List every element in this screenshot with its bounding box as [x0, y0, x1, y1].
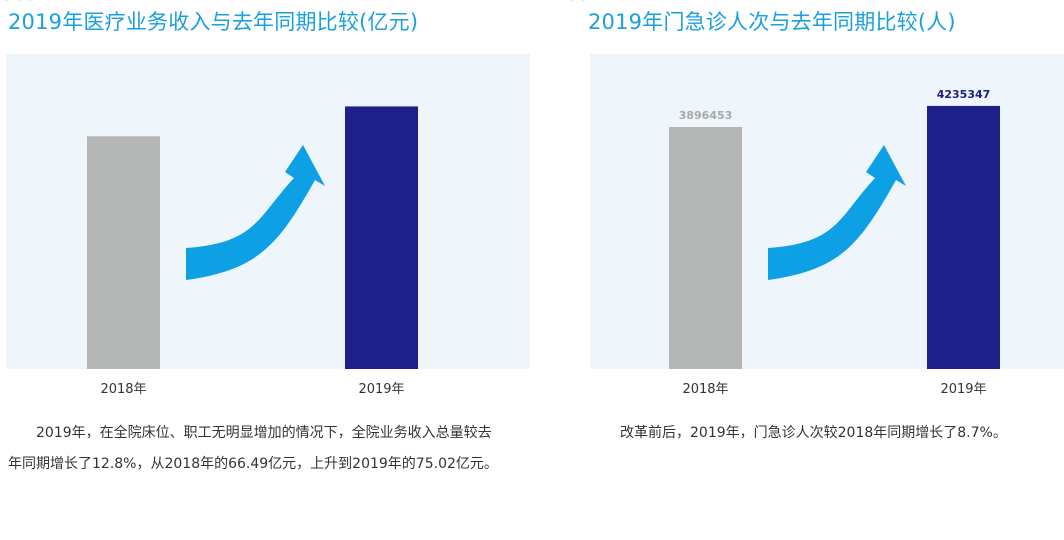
bar-2019 — [345, 106, 418, 370]
bar-2018 — [669, 126, 742, 370]
growth-arrow-icon — [186, 145, 325, 280]
visits-chart-panel: 2019年门急诊人次与去年同期比较(人) 3896453 2018年 4235347… — [560, 0, 1064, 540]
revenue-chart-title: 2019年医疗业务收入与去年同期比较(亿元) — [8, 10, 419, 34]
x-tick-label: 2019年 — [358, 382, 404, 397]
bar-2018 — [87, 136, 160, 369]
visits-bar-chart: 3896453 2018年 4235347 2019年 8.7% — [560, 0, 1064, 397]
growth-rate-label: 8.7% — [560, 0, 588, 6]
growth-rate-label: 12.8% — [0, 0, 35, 6]
revenue-chart-panel: 2019年医疗业务收入与去年同期比较(亿元) 2018年 2019年 12.8% 2… — [0, 0, 530, 540]
growth-arrow-icon — [768, 145, 906, 280]
x-tick-label: 2018年 — [682, 382, 728, 397]
visits-chart-title: 2019年门急诊人次与去年同期比较(人) — [588, 10, 956, 34]
x-tick-label: 2019年 — [940, 382, 986, 397]
revenue-bar-chart: 2018年 2019年 12.8% — [0, 0, 530, 397]
visits-caption: 改革前后，2019年，门急诊人次较2018年同期增长了8.7%。 — [620, 425, 1007, 441]
bar-2019 — [927, 105, 1000, 369]
data-label: 4235347 — [937, 88, 991, 101]
revenue-caption: 2019年，在全院床位、职工无明显增加的情况下，全院业务收入总量较去年同期增长了… — [8, 425, 498, 472]
x-tick-label: 2018年 — [100, 382, 146, 397]
data-label: 3896453 — [679, 109, 733, 122]
